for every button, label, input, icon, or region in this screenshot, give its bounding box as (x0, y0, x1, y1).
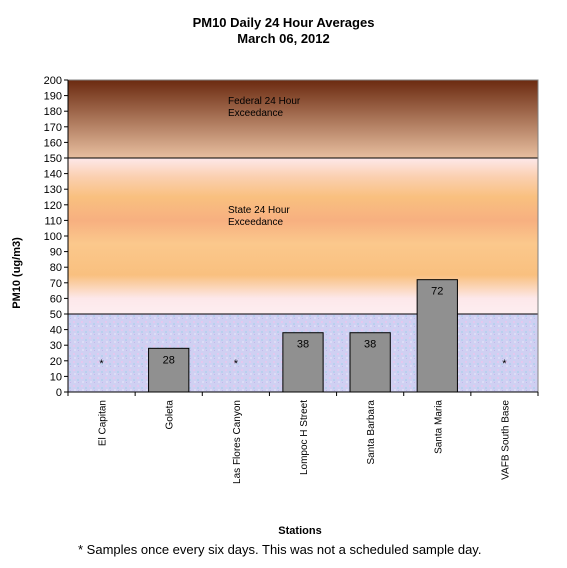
bar-5 (416, 279, 458, 393)
x-tick-label: Santa Barbara (366, 400, 377, 465)
threshold-labels: Federal 24 Hour Exceedance State 24 Hour Ex… (228, 96, 301, 228)
y-axis-title-wrap: PM10 (ug/m3) (8, 228, 28, 318)
chart-title: PM10 Daily 24 Hour Averages (192, 15, 375, 30)
y-tick-label: 160 (44, 137, 62, 149)
y-tick-label: 120 (44, 200, 62, 212)
y-tick-label: 10 (50, 371, 62, 383)
y-tick-label: 40 (50, 325, 62, 337)
x-axis-title: Stations (278, 525, 322, 537)
federal-exceedance-band (68, 80, 538, 158)
y-tick-label: 0 (56, 387, 62, 399)
footnote: * Samples once every six days. This was … (78, 542, 482, 557)
y-tick-label: 50 (50, 309, 62, 321)
axes: 0 10 20 30 40 50 60 70 80 90 100 110 120 130 140 150 160… (44, 75, 539, 399)
state-exceedance-label: State 24 Hour Exceedance (228, 205, 290, 228)
bar-value-label: 28 (163, 354, 175, 366)
x-tick-label: Santa Maria (433, 400, 444, 454)
y-tick-label: 30 (50, 340, 62, 352)
bar-4 (349, 332, 391, 393)
x-tick-label: Las Flores Canyon (232, 400, 243, 484)
y-tick-label: 60 (50, 293, 62, 305)
bar-value-label: 38 (364, 339, 376, 351)
y-tick-label: 190 (44, 91, 62, 103)
x-tick-label: El Capitan (98, 400, 109, 446)
y-tick-label: 180 (44, 106, 62, 118)
chart-subtitle: March 06, 2012 (237, 31, 330, 46)
no-sample-marker: * (99, 358, 104, 370)
y-tick-label: 100 (44, 231, 62, 243)
pm10-bar-chart: Federal 24 Hour Exceedance State 24 Hour Ex… (44, 75, 539, 484)
bar-1 (148, 347, 190, 393)
y-tick-label: 130 (44, 184, 62, 196)
y-tick-label: 200 (44, 75, 62, 87)
y-axis-title: PM10 (ug/m3) (11, 237, 23, 309)
y-tick-label: 110 (44, 215, 62, 227)
y-tick-label: 90 (50, 247, 62, 259)
no-sample-marker: * (502, 358, 507, 370)
y-tick-label: 150 (44, 153, 62, 165)
bar-value-label: 72 (431, 286, 443, 298)
y-tick-label: 70 (50, 278, 62, 290)
state-exceedance-band (68, 158, 538, 314)
y-tick-label: 20 (50, 356, 62, 368)
x-tick-label: Lompoc H Street (299, 400, 310, 475)
no-sample-marker: * (234, 358, 239, 370)
bar-value-label: 38 (297, 339, 309, 351)
y-tick-label: 80 (50, 262, 62, 274)
x-tick-label: VAFB South Base (500, 400, 511, 480)
federal-exceedance-label: Federal 24 Hour Exceedance (228, 96, 301, 119)
x-tick-label: Goleta (165, 400, 176, 430)
y-tick-label: 140 (44, 169, 62, 181)
y-tick-label: 170 (44, 122, 62, 134)
bar-3 (282, 332, 324, 393)
bars: * El Capitan 28 Goleta * Las Flores Canyon 38 L… (98, 279, 511, 484)
